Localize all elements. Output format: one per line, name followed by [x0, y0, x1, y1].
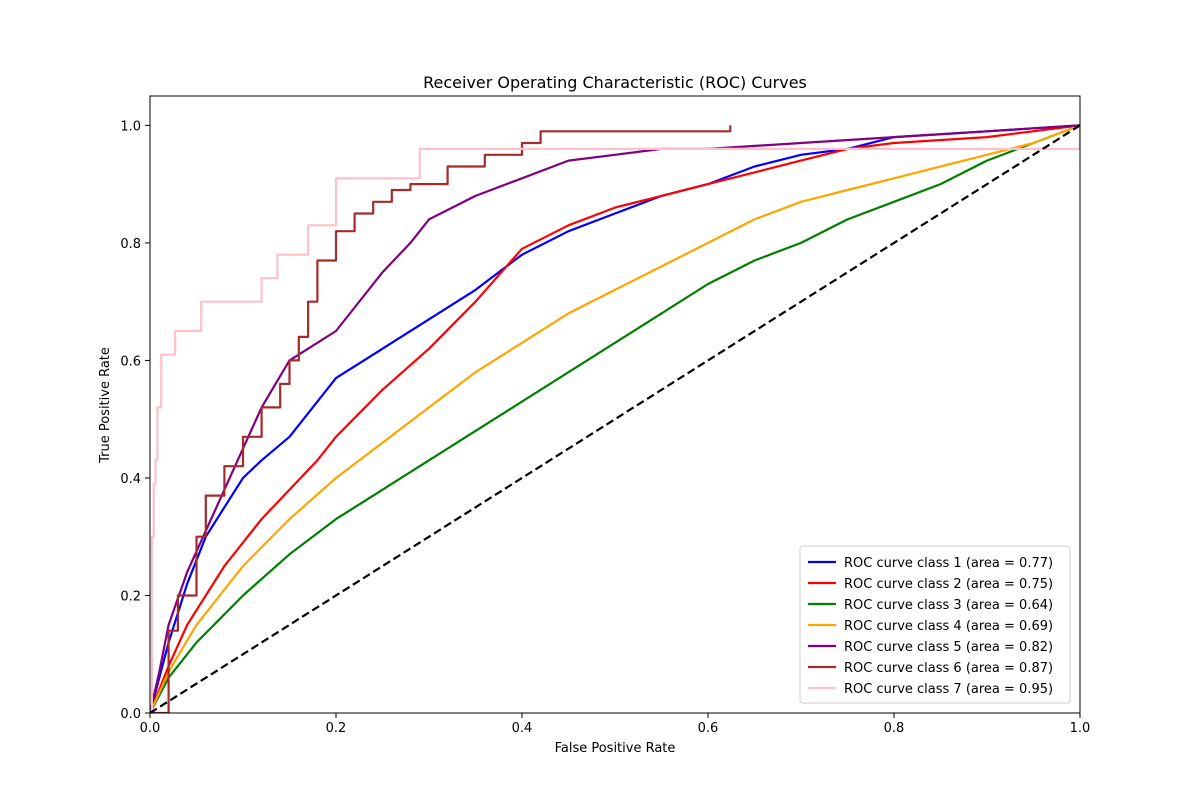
- x-axis-label: False Positive Rate: [555, 741, 676, 756]
- legend-entry-class-2: ROC curve class 2 (area = 0.75): [844, 577, 1053, 592]
- roc-curve-class-4: [150, 124, 1080, 713]
- legend-entry-class-7: ROC curve class 7 (area = 0.95): [844, 682, 1053, 697]
- roc-curve-class-6: [150, 125, 732, 713]
- x-tick-label: 0.8: [884, 721, 905, 736]
- x-tick-label: 1.0: [1070, 721, 1091, 736]
- legend-entry-class-5: ROC curve class 5 (area = 0.82): [844, 640, 1053, 655]
- roc-curve-class-3: [150, 124, 1080, 713]
- plot-frame: [149, 95, 1081, 714]
- chart-title: Receiver Operating Characteristic (ROC) …: [423, 73, 807, 92]
- y-tick-label: 0.2: [120, 589, 141, 604]
- legend-entry-class-6: ROC curve class 6 (area = 0.87): [844, 661, 1053, 676]
- y-tick-label: 0.0: [120, 707, 141, 722]
- random-classifier-line: [150, 124, 1080, 713]
- y-tick-label: 0.8: [120, 237, 141, 252]
- x-tick-label: 0.2: [326, 721, 347, 736]
- legend-entry-class-1: ROC curve class 1 (area = 0.77): [844, 556, 1053, 571]
- legend: ROC curve class 1 (area = 0.77) ROC curve…: [799, 545, 1071, 704]
- legend-entry-class-4: ROC curve class 4 (area = 0.69): [844, 619, 1053, 634]
- roc-curve-class-7: [150, 125, 1080, 713]
- x-tick-label: 0.4: [512, 721, 533, 736]
- y-tick-label: 0.6: [120, 354, 141, 369]
- y-axis-label: True Positive Rate: [98, 347, 113, 464]
- roc-curve-class-2: [150, 124, 1080, 713]
- legend-box: [799, 545, 1071, 704]
- y-tick-label: 0.4: [120, 472, 141, 487]
- x-tick-label: 0.6: [698, 721, 719, 736]
- x-tick-label: 0.0: [140, 721, 161, 736]
- y-tick-label: 1.0: [120, 119, 141, 134]
- legend-entry-class-3: ROC curve class 3 (area = 0.64): [844, 598, 1053, 613]
